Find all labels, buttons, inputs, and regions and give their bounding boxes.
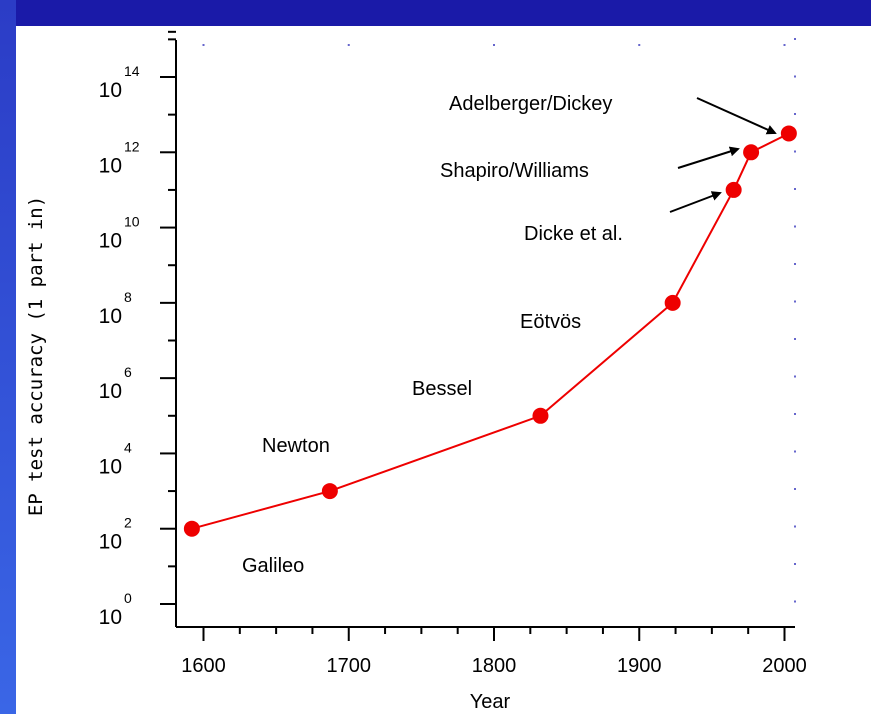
- series-polyline: [191, 132, 790, 530]
- y-tick-label-exponent: 0: [124, 590, 132, 606]
- grid-dot: [794, 225, 796, 228]
- series-line: [183, 125, 797, 537]
- y-tick-label-base: 10: [99, 380, 122, 403]
- grid-dot: [794, 338, 796, 340]
- grid-dot: [794, 450, 796, 453]
- x-tick-label: 1900: [617, 655, 662, 677]
- y-tick-label-base: 10: [99, 230, 122, 253]
- chart-panel: [16, 26, 871, 714]
- x-axis-label: Year: [470, 691, 511, 713]
- x-tick-label: 1600: [181, 655, 226, 677]
- grid-dot: [794, 300, 796, 303]
- point-labels: Galileo Newton Bessel Eötvös Dicke et al. Sha…: [242, 93, 777, 577]
- y-tick-label-exponent: 6: [124, 364, 132, 380]
- data-point: [725, 181, 742, 198]
- axes: [160, 30, 795, 641]
- point-label: Shapiro/Williams: [440, 160, 589, 182]
- point-label: Newton: [262, 435, 330, 457]
- annotation-arrow: [696, 97, 777, 135]
- y-tick-label-exponent: 4: [124, 439, 132, 455]
- grid-dot: [794, 525, 796, 528]
- grid-dot: [493, 44, 495, 46]
- y-tick-label-exponent: 12: [124, 138, 140, 154]
- y-tick-label-exponent: 2: [124, 515, 132, 531]
- y-tick-label-exponent: 8: [124, 289, 132, 305]
- grid-dots: [202, 38, 796, 603]
- grid-dot: [783, 44, 786, 46]
- y-tick-label-base: 10: [99, 455, 122, 478]
- point-label: Eötvös: [520, 311, 581, 333]
- data-point: [780, 125, 797, 142]
- grid-dot: [794, 263, 796, 265]
- y-tick-label-exponent: 10: [124, 214, 140, 230]
- slide-side-bar: [0, 0, 16, 714]
- annotation-arrow: [677, 146, 740, 169]
- x-tick-label: 1800: [472, 655, 517, 677]
- data-point: [321, 483, 338, 500]
- grid-dot: [794, 413, 796, 415]
- point-label: Adelberger/Dickey: [449, 93, 612, 115]
- grid-dot: [638, 44, 641, 46]
- data-point: [664, 294, 681, 311]
- annotation-arrow: [669, 191, 722, 213]
- grid-dot: [794, 488, 796, 490]
- y-tick-label-base: 10: [99, 79, 122, 102]
- grid-dot: [794, 600, 796, 603]
- y-tick-label-base: 10: [99, 305, 122, 328]
- data-point: [743, 144, 760, 161]
- grid-dot: [794, 150, 796, 153]
- grid-dot: [794, 563, 796, 565]
- grid-dot: [202, 44, 205, 46]
- x-tick-label: 1700: [327, 655, 372, 677]
- point-label: Galileo: [242, 555, 304, 577]
- point-label: Dicke et al.: [524, 223, 623, 245]
- grid-dot: [794, 113, 796, 115]
- x-tick-labels: 1600 1700 1800 1900 2000: [181, 655, 807, 677]
- y-tick-label-base: 10: [99, 606, 122, 629]
- grid-dot: [794, 75, 796, 78]
- data-point: [183, 520, 200, 537]
- x-tick-label: 2000: [762, 655, 807, 677]
- grid-dot: [794, 188, 796, 190]
- y-tick-label-exponent: 14: [124, 63, 140, 79]
- grid-dot: [794, 375, 796, 378]
- y-tick-label-base: 10: [99, 154, 122, 177]
- data-point: [532, 407, 549, 424]
- y-tick-label-base: 10: [99, 531, 122, 554]
- y-axis-label: EP test accuracy (1 part in): [25, 196, 47, 516]
- grid-dot: [347, 44, 350, 46]
- grid-dot: [794, 38, 796, 40]
- point-label: Bessel: [412, 378, 472, 400]
